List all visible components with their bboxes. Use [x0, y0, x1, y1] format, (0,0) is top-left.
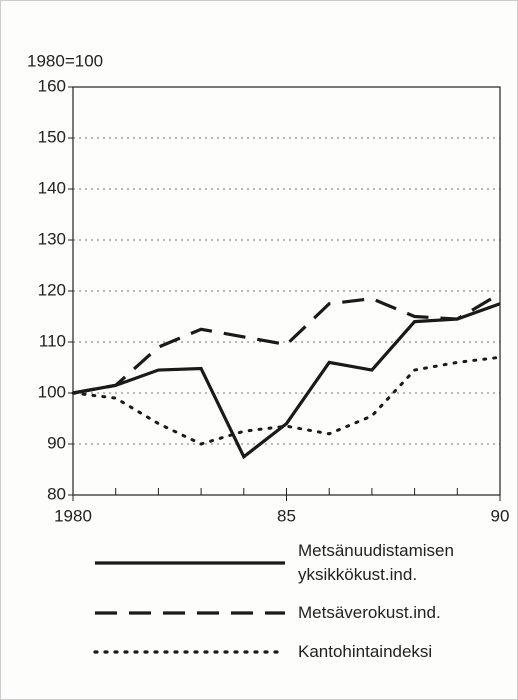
x-tick-label: 90 — [491, 506, 510, 525]
y-tick-label: 130 — [38, 229, 66, 248]
series-line — [72, 302, 501, 460]
legend-label: Metsänuudistamisen yksikkökust.ind. — [298, 541, 454, 584]
x-tick-label: 1980 — [54, 506, 92, 525]
legend-label: Kantohintaindeksi — [298, 642, 433, 661]
series-line — [71, 355, 502, 446]
y-tick-label: 90 — [47, 433, 66, 452]
y-tick-label: 100 — [38, 382, 66, 401]
y-axis-label: 1980=100 — [27, 51, 103, 70]
series-line — [72, 292, 501, 395]
y-tick-label: 150 — [38, 127, 66, 146]
y-tick-label: 120 — [38, 280, 66, 299]
y-tick-label: 160 — [38, 76, 66, 95]
x-tick-label: 85 — [277, 506, 296, 525]
y-tick-label: 140 — [38, 178, 66, 197]
y-tick-label: 110 — [39, 331, 66, 350]
y-tick-label: 80 — [47, 484, 66, 503]
legend-label: Metsäverokust.ind. — [298, 603, 441, 622]
plot-frame — [72, 86, 501, 496]
